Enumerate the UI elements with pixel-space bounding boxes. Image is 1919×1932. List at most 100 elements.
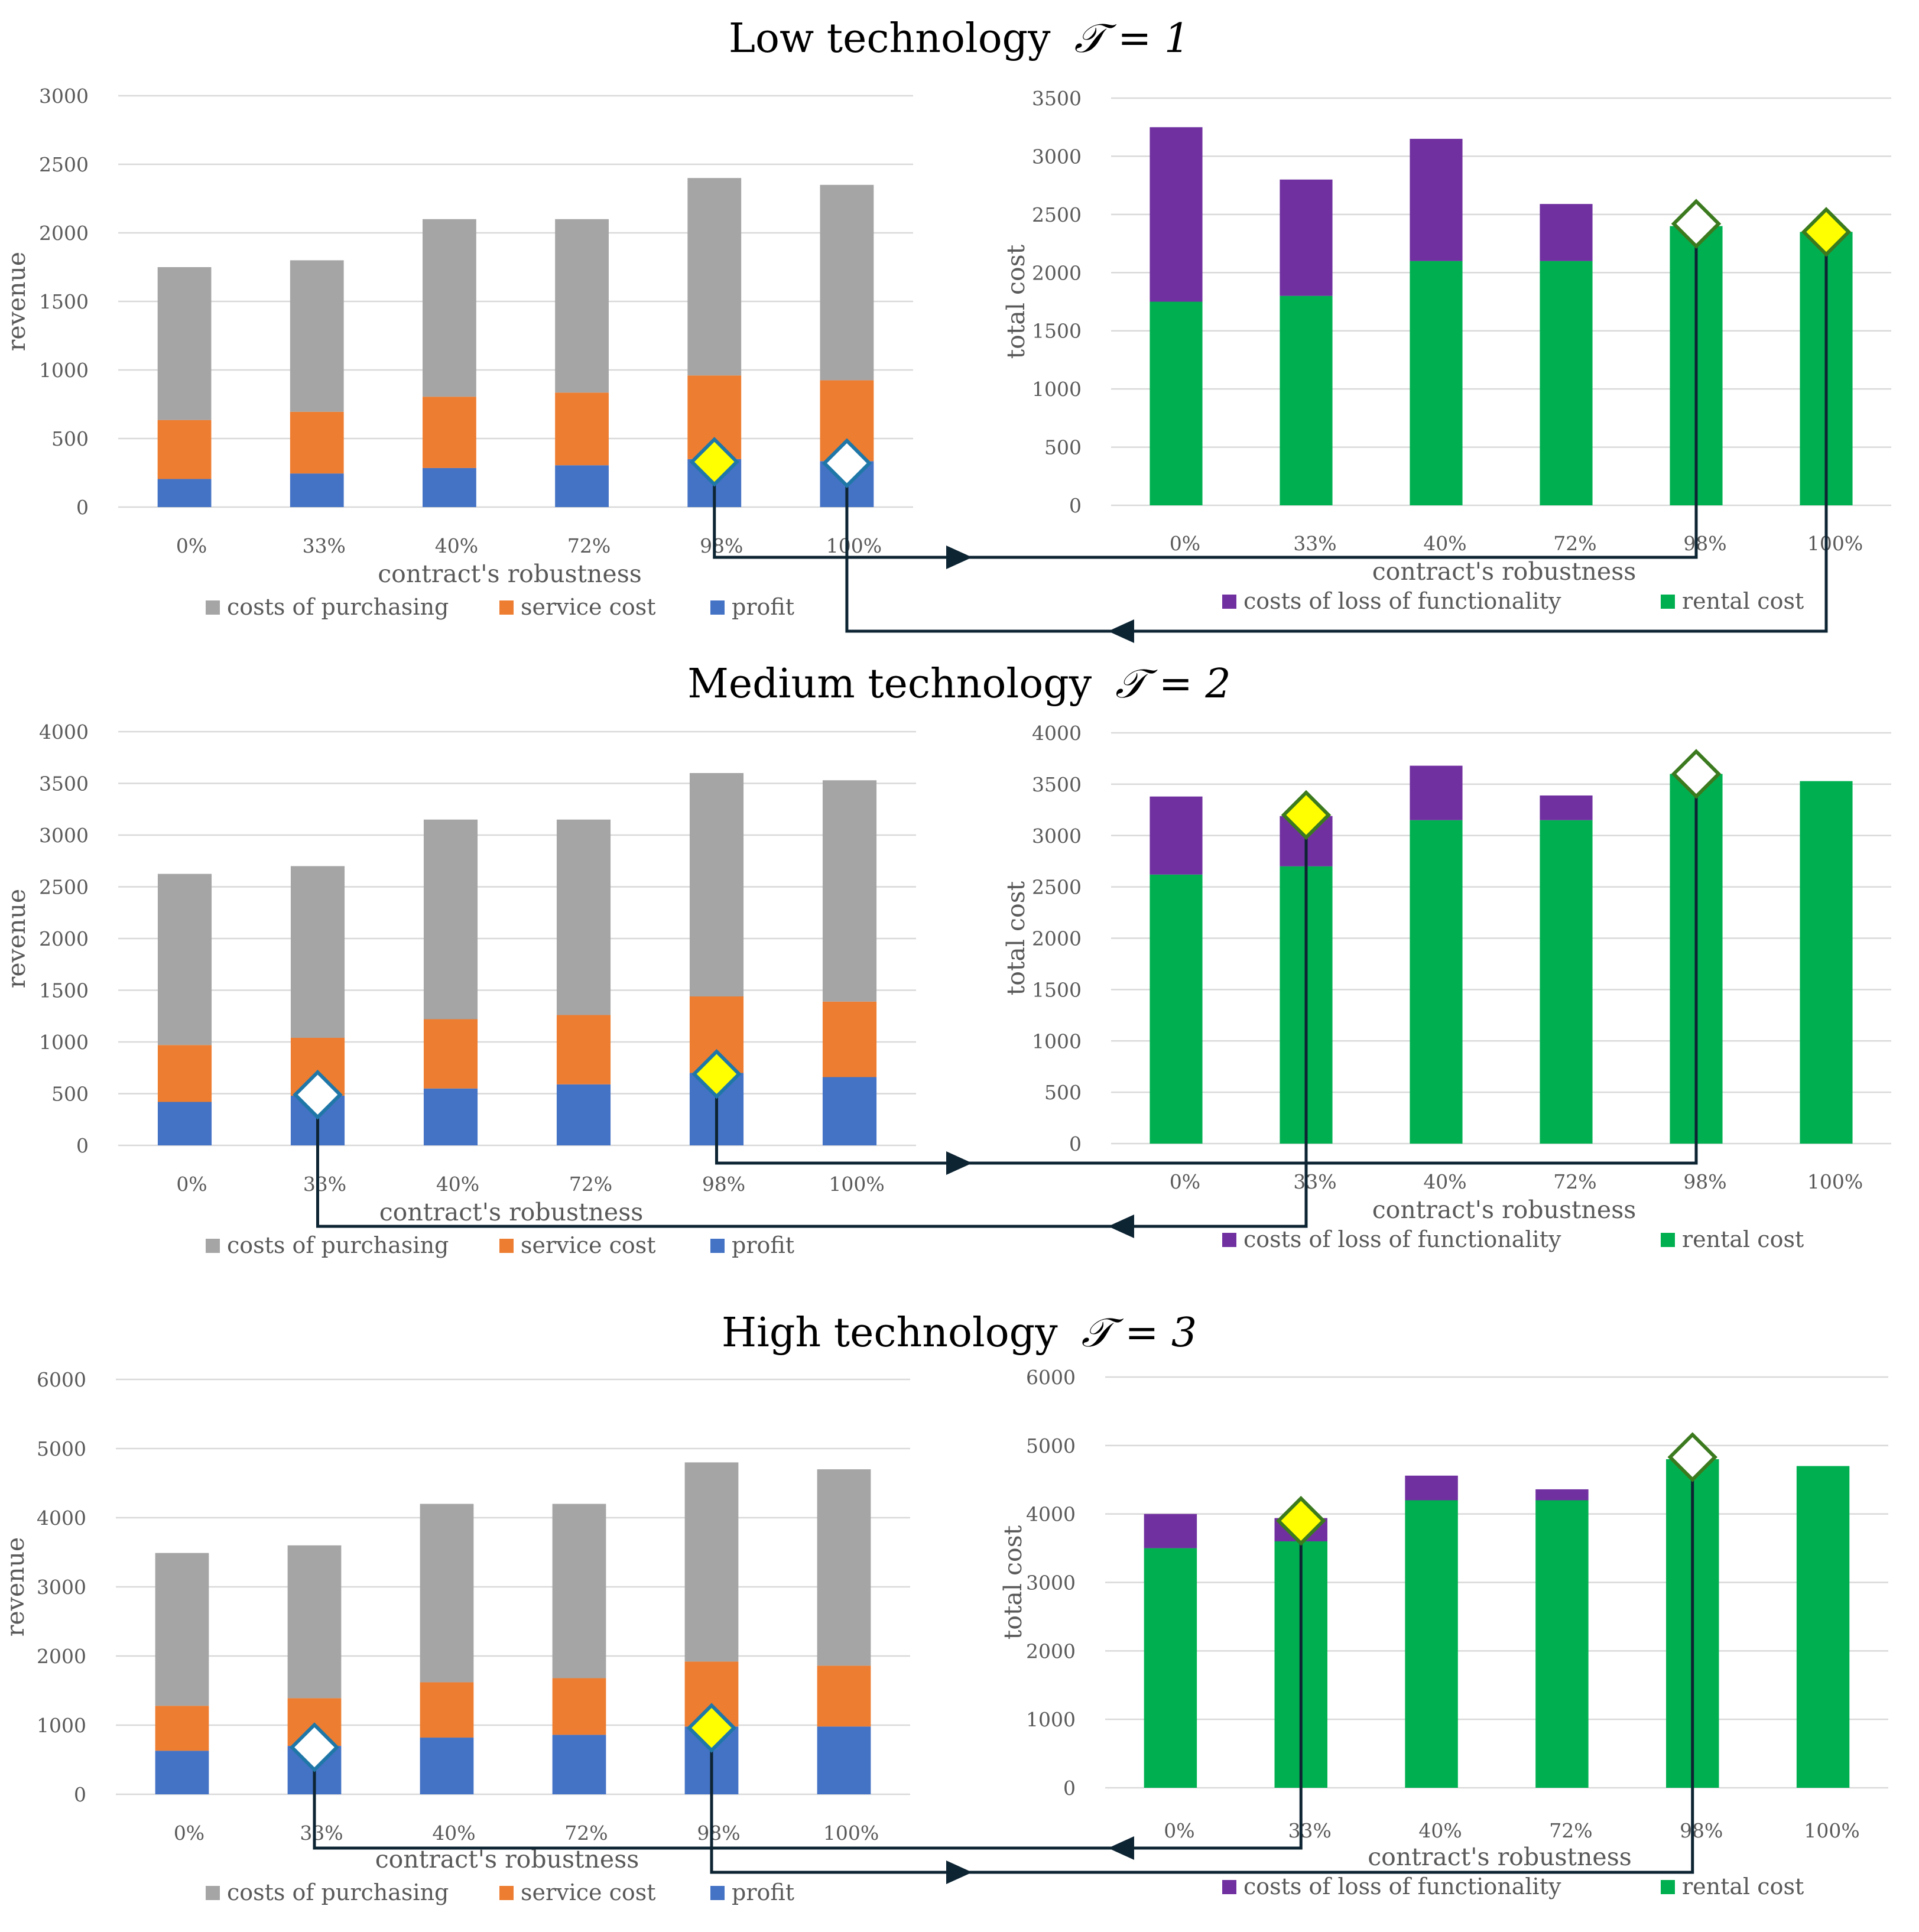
- legend-swatch-costs-of-purchasing: [206, 1886, 220, 1900]
- y-tick-label: 0: [1063, 1777, 1076, 1800]
- cost-chart: 0 500 1000 1500 2000 2500 3000 3500 4000 0% 33% 40%…: [1002, 722, 1891, 1252]
- arrowhead-icon: [1108, 1836, 1134, 1860]
- legend-swatch-costs-of-loss-of-functionality: [1222, 1880, 1236, 1894]
- y-tick-label: 3500: [1032, 87, 1082, 110]
- white-diamond-marker: [293, 1070, 343, 1120]
- connector-line: [316, 815, 1308, 1228]
- panel-title-symbol: 𝒯 = 2: [1115, 661, 1231, 707]
- connector-line: [715, 774, 1698, 1165]
- y-tick-label: 0: [76, 1134, 89, 1157]
- bar-costs-of-purchasing-33: [290, 866, 345, 1038]
- x-axis-title: contract's robustness: [379, 1198, 644, 1226]
- arrowhead-icon: [946, 1151, 972, 1175]
- y-tick-label: 0: [1069, 1132, 1082, 1155]
- revenue-chart: 0 500 1000 1500 2000 2500 3000 0% 33% 40% 72% 98% 10…: [2, 85, 913, 620]
- legend-label-profit: profit: [732, 1232, 794, 1258]
- y-tick-label: 2000: [1032, 927, 1082, 950]
- legend-label-service-cost: service cost: [521, 594, 656, 620]
- legend-swatch-profit: [710, 1886, 725, 1900]
- bar-costs-of-purchasing-72: [556, 819, 611, 1015]
- y-tick-label: 1500: [39, 979, 89, 1002]
- connector-lines: [313, 1457, 1694, 1884]
- y-tick-label: 1000: [1032, 378, 1082, 401]
- bar-costs-of-loss-of-functionality-33: [1280, 179, 1333, 296]
- panel-title: Medium technology 𝒯 = 2: [687, 661, 1230, 707]
- bar-service-cost-40: [423, 1019, 478, 1089]
- bar-costs-of-purchasing-0: [157, 874, 212, 1045]
- x-tick-label: 72%: [564, 1821, 608, 1845]
- x-tick-label: 98%: [702, 1173, 745, 1196]
- bar-costs-of-purchasing-33: [290, 260, 344, 412]
- bar-service-cost-100: [822, 1001, 877, 1077]
- bar-costs-of-purchasing-100: [822, 780, 877, 1002]
- y-tick-label: 4000: [37, 1506, 86, 1530]
- y-tick-label: 1000: [1026, 1708, 1076, 1731]
- legend-swatch-costs-of-purchasing: [206, 1239, 220, 1253]
- legend-label-service-cost: service cost: [521, 1232, 656, 1258]
- panel-title: High technology 𝒯 = 3: [722, 1310, 1197, 1356]
- panel-title-text: Medium technology: [687, 661, 1092, 707]
- x-tick-label: 98%: [697, 1821, 740, 1845]
- y-tick-label: 500: [51, 427, 89, 450]
- y-tick-label: 1500: [1032, 320, 1082, 343]
- bar-profit-72: [555, 465, 609, 507]
- revenue-chart: 0 1000 2000 3000 4000 5000 6000 0% 33% 40% 72% 98% 1…: [1, 1368, 910, 1905]
- x-tick-label: 33%: [303, 534, 346, 557]
- bar-costs-of-loss-of-functionality-72: [1540, 795, 1593, 820]
- x-tick-label: 0%: [1164, 1819, 1194, 1842]
- x-tick-label: 100%: [1807, 1170, 1863, 1193]
- bar-rental-cost-0: [1150, 301, 1203, 505]
- bar-service-cost-33: [290, 411, 344, 474]
- yellow-diamond-marker: [1276, 1496, 1326, 1546]
- x-tick-label: 100%: [1807, 532, 1863, 555]
- panel-title: Low technology 𝒯 = 1: [729, 15, 1190, 62]
- x-tick-label: 33%: [1293, 532, 1336, 555]
- legend-swatch-profit: [710, 1239, 725, 1253]
- x-tick-label: 40%: [1418, 1819, 1462, 1842]
- panel-title-text: High technology: [722, 1310, 1058, 1356]
- bar-rental-cost-0: [1150, 874, 1203, 1144]
- x-axis-title: contract's robustness: [1372, 557, 1636, 586]
- legend-label-service-cost: service cost: [521, 1879, 656, 1905]
- panel-1: Low technology 𝒯 = 1 0 500 1000 1500 2000 2500 3…: [2, 15, 1891, 643]
- connector-lines: [316, 774, 1698, 1238]
- bar-profit-33: [290, 473, 344, 507]
- arrowhead-icon: [946, 1860, 972, 1884]
- legend-label-rental-cost: rental cost: [1682, 1226, 1804, 1252]
- legend-swatch-rental-cost: [1661, 595, 1675, 609]
- y-tick-label: 2000: [37, 1645, 86, 1668]
- legend-label-rental-cost: rental cost: [1682, 588, 1804, 614]
- x-axis-title: contract's robustness: [1368, 1843, 1632, 1871]
- connector-line: [710, 1457, 1694, 1874]
- legend-label-costs-of-purchasing: costs of purchasing: [227, 1879, 449, 1905]
- y-tick-label: 1000: [39, 1031, 89, 1054]
- y-tick-label: 3500: [1032, 773, 1082, 796]
- legend-swatch-costs-of-loss-of-functionality: [1222, 1233, 1236, 1247]
- y-tick-label: 0: [74, 1783, 86, 1806]
- legend-label-rental-cost: rental cost: [1682, 1873, 1804, 1899]
- bar-costs-of-purchasing-98: [684, 1462, 739, 1662]
- bar-costs-of-purchasing-72: [552, 1504, 606, 1678]
- legend-label-profit: profit: [732, 594, 794, 620]
- bar-costs-of-loss-of-functionality-0: [1144, 1514, 1197, 1548]
- bar-costs-of-purchasing-98: [689, 773, 744, 996]
- legend-label-costs-of-loss-of-functionality: costs of loss of functionality: [1243, 1226, 1561, 1252]
- bar-costs-of-purchasing-40: [423, 219, 476, 397]
- panel-title-symbol: 𝒯 = 1: [1074, 15, 1190, 62]
- legend-swatch-costs-of-purchasing: [206, 600, 220, 615]
- bar-profit-40: [420, 1738, 474, 1794]
- x-tick-label: 72%: [567, 534, 611, 557]
- panel-3: High technology 𝒯 = 3 0 1000 2000 3000 4000 500…: [1, 1310, 1888, 1905]
- bar-rental-cost-33: [1280, 296, 1333, 505]
- y-tick-label: 0: [1069, 494, 1082, 517]
- y-tick-label: 1000: [1032, 1030, 1082, 1053]
- bar-rental-cost-40: [1410, 820, 1463, 1144]
- x-tick-label: 100%: [823, 1821, 879, 1845]
- y-tick-label: 2000: [39, 222, 89, 245]
- y-tick-label: 3000: [1032, 824, 1082, 848]
- bar-rental-cost-72: [1540, 261, 1593, 505]
- x-axis-title: contract's robustness: [378, 560, 642, 588]
- legend-swatch-service-cost: [499, 1239, 514, 1253]
- bar-service-cost-0: [157, 420, 212, 479]
